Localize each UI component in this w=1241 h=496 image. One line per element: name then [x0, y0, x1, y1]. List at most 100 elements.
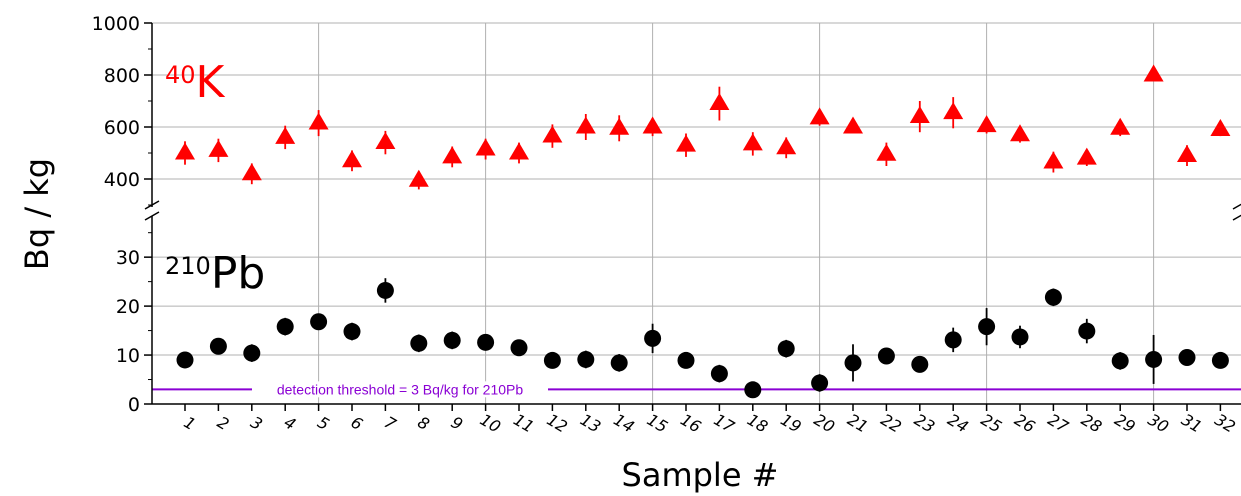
- pb210-data-point: [1011, 328, 1029, 346]
- k40-data-point: [1076, 147, 1097, 165]
- pb210-mass-number: 210: [165, 252, 211, 280]
- pb210-data-point: [978, 318, 996, 336]
- k40-data-point: [876, 143, 897, 161]
- k40-data-point: [308, 112, 329, 130]
- pb210-data-point: [911, 355, 929, 373]
- pb210-data-point: [744, 381, 762, 399]
- x-tick-label: 16: [677, 410, 704, 437]
- x-axis-title: Sample #: [622, 456, 779, 494]
- k40-data-point: [709, 93, 730, 111]
- y-tick-label-lower: 0: [128, 394, 140, 416]
- x-tick-label: 2: [214, 412, 232, 434]
- k40-data-point: [676, 134, 696, 152]
- k40-data-point: [375, 132, 396, 150]
- k40-data-point: [1110, 117, 1131, 135]
- pb210-data-point: [877, 347, 895, 365]
- x-tick-label: 9: [448, 412, 466, 434]
- pb210-data-point: [677, 351, 695, 369]
- pb210-data-point: [1044, 288, 1062, 306]
- pb210-data-point: [710, 365, 728, 383]
- x-tick-label: 7: [381, 412, 400, 434]
- x-tick-label: 21: [844, 410, 871, 437]
- x-tick-label: 30: [1145, 410, 1172, 437]
- pb210-data-point: [1211, 351, 1229, 369]
- x-tick-label: 5: [314, 412, 332, 434]
- pb210-series-label: 210Pb: [165, 248, 265, 299]
- k40-data-point: [1177, 145, 1197, 163]
- x-tick-label: 28: [1078, 410, 1105, 437]
- pb210-data-point: [443, 331, 461, 349]
- k40-mass-number: 40: [165, 61, 196, 89]
- x-tick-label: 4: [281, 412, 299, 434]
- pb210-data-point: [610, 354, 628, 372]
- k40-data-point: [976, 115, 997, 133]
- k40-data-point: [1010, 124, 1030, 142]
- k40-data-point: [275, 126, 296, 144]
- pb210-data-point: [310, 313, 328, 331]
- pb210-data-point: [209, 337, 227, 355]
- k40-data-point: [509, 142, 529, 160]
- k40-data-point: [175, 142, 195, 160]
- k40-data-point: [542, 125, 563, 143]
- pb210-element-symbol: Pb: [211, 248, 265, 299]
- pb210-data-point: [410, 334, 428, 352]
- y-tick-label-upper: 400: [104, 169, 140, 191]
- k40-data-point: [575, 116, 596, 134]
- pb210-data-point: [1178, 349, 1196, 366]
- k40-data-point: [1143, 64, 1164, 82]
- k40-series-label: 40K: [165, 57, 226, 108]
- k40-data-point: [1210, 119, 1231, 137]
- pb210-data-point: [543, 351, 561, 369]
- pb210-data-point: [477, 333, 495, 351]
- k40-data-point: [642, 116, 663, 134]
- markers: [175, 64, 1231, 399]
- threshold-line-group: detection threshold = 3 Bq/kg for 210Pb: [152, 381, 1241, 398]
- pb210-data-point: [944, 331, 962, 349]
- k40-data-point: [609, 117, 630, 135]
- k40-data-point: [776, 137, 797, 155]
- k40-element-symbol: K: [196, 57, 226, 108]
- y-tick-label-lower: 30: [116, 247, 140, 269]
- k40-data-point: [909, 106, 930, 124]
- pb210-data-point: [243, 344, 261, 362]
- y-tick-label-lower: 20: [116, 296, 140, 318]
- x-tick-label: 8: [414, 412, 432, 434]
- pb210-data-point: [1078, 322, 1096, 340]
- x-tick-label: 32: [1212, 410, 1239, 437]
- pb210-data-point: [1145, 350, 1163, 368]
- pb210-data-point: [811, 374, 829, 392]
- axis-break-mark-right: [1232, 203, 1241, 221]
- pb210-data-point: [176, 351, 194, 369]
- x-tick-label: 31: [1178, 410, 1205, 437]
- pb210-data-point: [1111, 352, 1129, 370]
- k40-data-point: [241, 163, 262, 181]
- k40-data-point: [843, 116, 863, 134]
- grid: [152, 22, 1241, 404]
- pb210-data-point: [343, 323, 361, 341]
- x-tick-label: 17: [711, 410, 739, 437]
- x-tick-label: 3: [247, 412, 265, 434]
- k40-data-point: [208, 139, 229, 157]
- x-tick-label: 12: [544, 410, 571, 437]
- k40-data-point: [1043, 151, 1064, 169]
- x-tick-label: 24: [944, 410, 971, 437]
- y-tick-label-upper: 1000: [92, 13, 140, 35]
- pb210-data-point: [777, 340, 795, 358]
- pb210-data-point: [376, 281, 394, 299]
- x-tick-label: 29: [1111, 410, 1138, 437]
- k40-data-point: [943, 102, 964, 120]
- pb210-data-point: [844, 354, 862, 372]
- x-tick-label: 26: [1011, 410, 1038, 437]
- y-tick-label-lower: 10: [116, 345, 140, 367]
- x-tick-label: 15: [644, 410, 671, 437]
- x-tick-label: 27: [1045, 410, 1073, 437]
- error-bars: [184, 69, 1222, 393]
- pb210-data-point: [510, 339, 528, 357]
- threshold-label-background: [252, 381, 548, 398]
- k40-data-point: [442, 146, 463, 164]
- y-axis-title: Bq / kg: [18, 158, 56, 270]
- x-tick-label: 14: [610, 410, 637, 437]
- k40-data-point: [809, 107, 830, 125]
- axes: [144, 22, 1241, 411]
